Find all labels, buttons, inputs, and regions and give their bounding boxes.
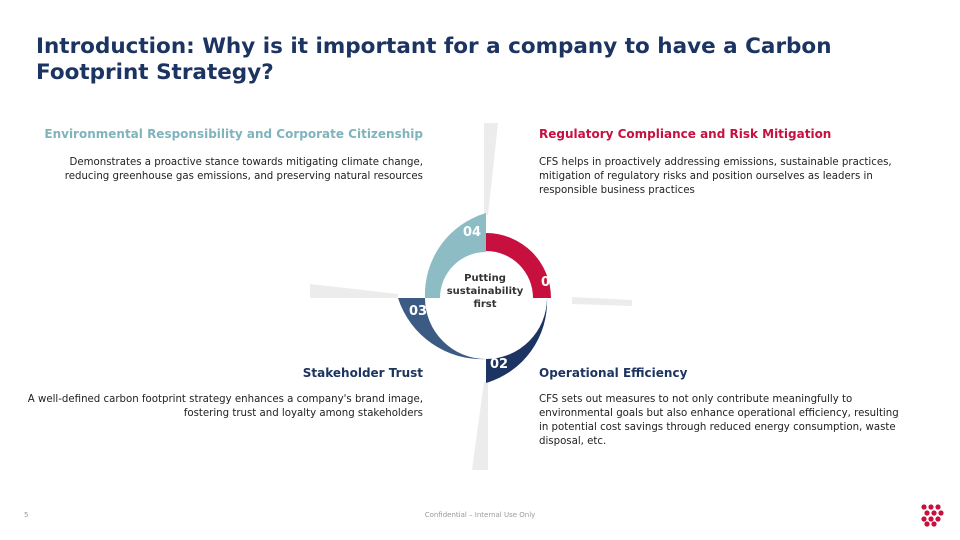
segment-number-02: 02 bbox=[490, 357, 508, 372]
confidentiality-notice: Confidential – Internal Use Only bbox=[424, 511, 536, 519]
spoke-right bbox=[572, 297, 632, 306]
ring-segment-02 bbox=[486, 298, 548, 383]
ring-segment-01 bbox=[486, 233, 551, 298]
center-circle bbox=[440, 252, 532, 344]
center-label: Putting sustainability first bbox=[447, 273, 524, 310]
spoke-top bbox=[484, 123, 498, 215]
section-body-stakeholder: A well-defined carbon footprint strategy… bbox=[27, 394, 423, 419]
ring-segment-03 bbox=[398, 298, 486, 360]
section-heading-environmental: Environmental Responsibility and Corpora… bbox=[44, 127, 423, 141]
spoke-left bbox=[310, 284, 398, 298]
section-body-regulatory: CFS helps in proactively addressing emis… bbox=[539, 157, 892, 196]
page-title: Introduction: Why is it important for a … bbox=[36, 34, 832, 85]
section-body-operational: CFS sets out measures to not only contri… bbox=[539, 394, 899, 447]
segment-number-01: 01 bbox=[541, 275, 559, 290]
company-logo-icon bbox=[921, 504, 944, 527]
segment-number-03: 03 bbox=[409, 304, 427, 319]
spoke-bottom bbox=[472, 382, 488, 470]
page-number: 5 bbox=[24, 511, 29, 519]
ring-segment-04 bbox=[424, 213, 486, 298]
section-heading-stakeholder: Stakeholder Trust bbox=[302, 366, 423, 380]
section-heading-operational: Operational Efficiency bbox=[539, 366, 688, 380]
section-body-environmental: Demonstrates a proactive stance towards … bbox=[64, 157, 423, 182]
section-heading-regulatory: Regulatory Compliance and Risk Mitigatio… bbox=[539, 127, 832, 141]
segment-number-04: 04 bbox=[463, 225, 481, 240]
